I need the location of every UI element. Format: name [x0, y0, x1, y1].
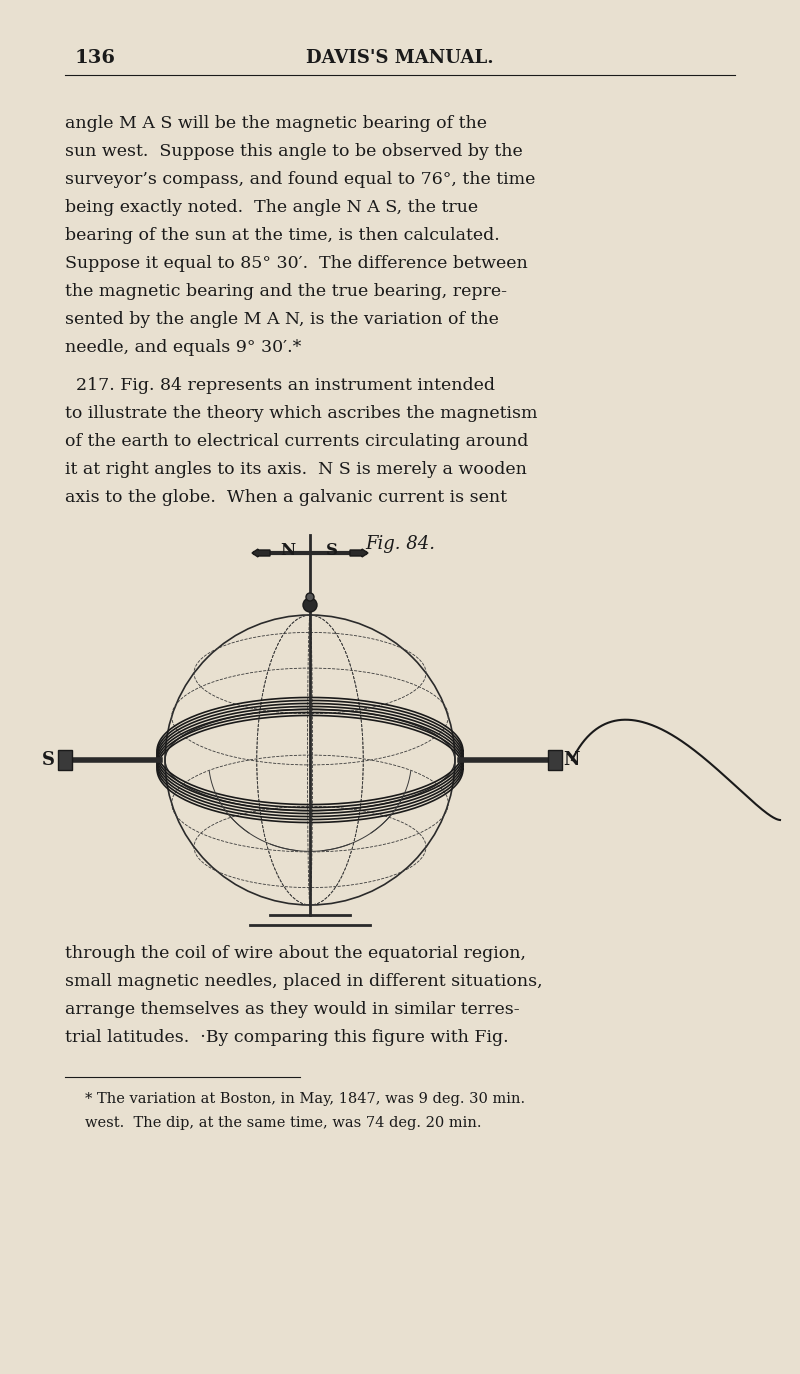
Text: N: N — [281, 541, 295, 558]
Text: it at right angles to its axis.  N S is merely a wooden: it at right angles to its axis. N S is m… — [65, 462, 527, 478]
Text: to illustrate the theory which ascribes the magnetism: to illustrate the theory which ascribes … — [65, 405, 538, 422]
Text: sented by the angle M A N, is the variation of the: sented by the angle M A N, is the variat… — [65, 311, 499, 328]
Text: bearing of the sun at the time, is then calculated.: bearing of the sun at the time, is then … — [65, 227, 500, 245]
Text: * The variation at Boston, in May, 1847, was 9 deg. 30 min.: * The variation at Boston, in May, 1847,… — [85, 1092, 525, 1106]
Text: through the coil of wire about the equatorial region,: through the coil of wire about the equat… — [65, 945, 526, 962]
Text: 217. Fig. 84 represents an instrument intended: 217. Fig. 84 represents an instrument in… — [65, 376, 495, 394]
Text: S: S — [42, 752, 54, 769]
Text: trial latitudes.  ·By comparing this figure with Fig.: trial latitudes. ·By comparing this figu… — [65, 1029, 509, 1046]
Text: Fig. 84.: Fig. 84. — [365, 534, 435, 552]
Text: 136: 136 — [75, 49, 116, 67]
Bar — [548, 750, 562, 769]
Circle shape — [306, 594, 314, 600]
Text: the magnetic bearing and the true bearing, repre-: the magnetic bearing and the true bearin… — [65, 283, 507, 300]
Text: surveyor’s compass, and found equal to 76°, the time: surveyor’s compass, and found equal to 7… — [65, 170, 535, 188]
Circle shape — [303, 598, 317, 611]
Text: of the earth to electrical currents circulating around: of the earth to electrical currents circ… — [65, 433, 528, 451]
Text: DAVIS'S MANUAL.: DAVIS'S MANUAL. — [306, 49, 494, 67]
Text: angle M A S will be the magnetic bearing of the: angle M A S will be the magnetic bearing… — [65, 115, 487, 132]
Text: arrange themselves as they would in similar terres-: arrange themselves as they would in simi… — [65, 1002, 520, 1018]
FancyArrow shape — [350, 550, 368, 556]
Text: being exactly noted.  The angle N A S, the true: being exactly noted. The angle N A S, th… — [65, 199, 478, 216]
Text: west.  The dip, at the same time, was 74 deg. 20 min.: west. The dip, at the same time, was 74 … — [85, 1116, 482, 1129]
Bar — [58, 750, 72, 769]
Text: Suppose it equal to 85° 30′.  The difference between: Suppose it equal to 85° 30′. The differe… — [65, 256, 528, 272]
Text: sun west.  Suppose this angle to be observed by the: sun west. Suppose this angle to be obser… — [65, 143, 522, 159]
Text: needle, and equals 9° 30′.*: needle, and equals 9° 30′.* — [65, 339, 302, 356]
Text: small magnetic needles, placed in different situations,: small magnetic needles, placed in differ… — [65, 973, 542, 991]
Text: S: S — [326, 541, 338, 558]
FancyArrow shape — [252, 550, 270, 556]
Text: N: N — [564, 752, 580, 769]
Text: axis to the globe.  When a galvanic current is sent: axis to the globe. When a galvanic curre… — [65, 489, 507, 506]
